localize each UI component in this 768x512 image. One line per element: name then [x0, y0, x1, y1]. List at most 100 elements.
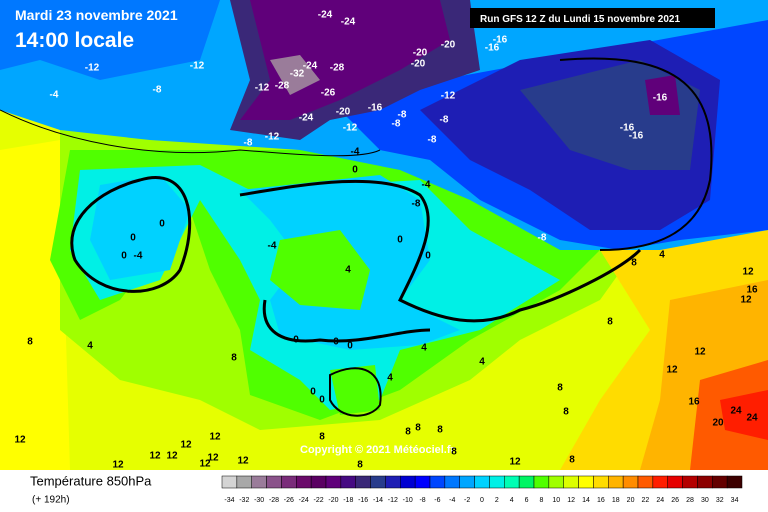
contour-label: 20 — [712, 418, 724, 429]
legend-tick-label: 30 — [701, 497, 709, 504]
contour-label: -24 — [318, 10, 333, 21]
legend-swatch — [548, 475, 564, 489]
legend-tick-label: -10 — [403, 497, 413, 504]
contour-label: 12 — [742, 267, 754, 278]
contour-label: -8 — [440, 115, 449, 126]
legend-tick-label: 22 — [642, 497, 650, 504]
contour-label: 4 — [659, 250, 665, 261]
legend-swatch — [236, 475, 252, 489]
contour-label: 4 — [387, 373, 393, 384]
contour-label: 12 — [666, 365, 678, 376]
legend-tick-label: 34 — [731, 497, 739, 504]
legend-swatch — [533, 475, 550, 489]
contour-label: -4 — [268, 241, 277, 252]
isotherm-zero — [70, 176, 192, 293]
contour-label: 12 — [740, 295, 752, 306]
arctic-center — [270, 55, 320, 95]
legend-tick-label: -20 — [328, 497, 338, 504]
legend-swatch — [667, 475, 683, 489]
isotherm-zero — [239, 179, 642, 343]
contour-label: -8 — [428, 135, 437, 146]
contour-label: 4 — [479, 357, 485, 368]
contour-label: -20 — [441, 40, 456, 51]
legend-tick-label: 28 — [686, 497, 694, 504]
contour-label: -4 — [134, 251, 143, 262]
legend-swatch — [518, 475, 535, 489]
legend-tick-label: -4 — [449, 497, 455, 504]
contour-label: 0 — [352, 165, 358, 176]
legend-tick-label: -14 — [373, 497, 383, 504]
legend-swatch — [370, 475, 386, 489]
contour-label: -28 — [330, 63, 345, 74]
contour-label: -24 — [341, 17, 356, 28]
isotherm-zero — [329, 367, 382, 417]
legend-tick-label: 0 — [480, 497, 484, 504]
legend-title: Température 850hPa — [30, 473, 152, 488]
legend-tick-label: -16 — [358, 497, 368, 504]
legend-swatch — [340, 475, 356, 489]
contour-label: -20 — [336, 107, 351, 118]
contour-label: 24 — [730, 406, 742, 417]
contour-label: -12 — [343, 123, 358, 134]
legend-swatch — [682, 475, 698, 489]
contour-label: 8 — [569, 455, 575, 466]
legend-tick-label: -24 — [299, 497, 309, 504]
legend-tick-label: -28 — [269, 497, 279, 504]
legend-swatch — [266, 475, 282, 489]
contour-label: -16 — [368, 103, 383, 114]
contour-label: -16 — [629, 131, 644, 142]
legend-tick-label: 32 — [716, 497, 724, 504]
contour-label: -12 — [265, 132, 280, 143]
legend-swatch — [251, 475, 267, 489]
contour-label: 8 — [557, 383, 563, 394]
contour-label: 24 — [746, 413, 758, 424]
ne-core — [645, 75, 680, 115]
legend-swatch — [504, 475, 520, 489]
contour-label: 12 — [237, 456, 249, 467]
legend-tick-label: -8 — [419, 497, 425, 504]
contour-label: 16 — [746, 285, 758, 296]
contour-label: -12 — [441, 91, 456, 102]
contour-label: 0 — [425, 251, 431, 262]
zero-zone — [90, 175, 460, 350]
contour-label: -20 — [411, 59, 426, 70]
legend-swatch — [622, 475, 639, 489]
legend-swatch — [400, 475, 416, 489]
contour-label: -20 — [413, 48, 428, 59]
legend-swatch — [221, 475, 238, 489]
contour-label: -8 — [392, 119, 401, 130]
legend-tick-label: 12 — [567, 497, 575, 504]
time: 14:00 locale — [15, 29, 134, 52]
legend-tick-label: -22 — [314, 497, 324, 504]
contour-label: -12 — [85, 63, 100, 74]
legend-tick-label: 20 — [627, 497, 635, 504]
contour-label: 12 — [149, 451, 161, 462]
contour-label: -16 — [620, 123, 635, 134]
contour-label: -16 — [493, 35, 508, 46]
legend-lead: (+ 192h) — [32, 495, 70, 506]
contour-label: 0 — [310, 387, 316, 398]
legend-swatch — [281, 475, 297, 489]
contour-label: 12 — [199, 459, 211, 470]
legend-tick-label: -6 — [434, 497, 440, 504]
contour-label: -4 — [351, 147, 360, 158]
contour-label: -16 — [485, 43, 500, 54]
contour-label: 12 — [166, 451, 178, 462]
legend-swatch — [474, 475, 490, 489]
contour-label: -12 — [190, 61, 205, 72]
contour-label: 0 — [293, 335, 299, 346]
contour-label: 12 — [180, 440, 192, 451]
contour-label: 0 — [333, 337, 339, 348]
legend-swatch — [444, 475, 460, 489]
legend-swatch — [489, 475, 505, 489]
contour-label: 0 — [347, 341, 353, 352]
legend-tick-label: 10 — [552, 497, 560, 504]
contour-label: 0 — [130, 233, 136, 244]
contour-label: -26 — [321, 88, 336, 99]
legend-swatch — [414, 475, 431, 489]
contour-label: 4 — [87, 341, 93, 352]
run-info: Run GFS 12 Z du Lundi 15 novembre 2021 — [480, 14, 680, 25]
date: Mardi 23 novembre 2021 — [15, 7, 178, 23]
contour-label: 8 — [415, 423, 421, 434]
